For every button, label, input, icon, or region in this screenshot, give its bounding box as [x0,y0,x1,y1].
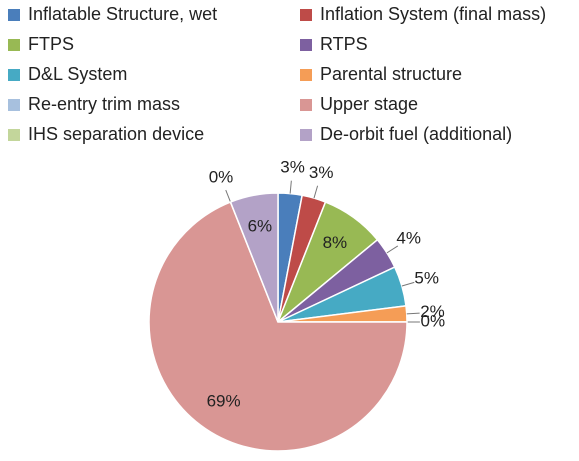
legend-label: FTPS [28,34,74,54]
legend-label: Parental structure [320,64,462,84]
legend-label: D&L System [28,64,127,84]
leader-line [313,185,319,199]
legend-swatch [8,39,20,51]
leader-line [401,281,415,287]
legend-swatch [8,99,20,111]
legend-label: Upper stage [320,94,418,114]
legend-label: Re-entry trim mass [28,94,180,114]
data-label: 3% [280,157,305,176]
pie-slice [229,192,279,323]
leader-line [386,245,399,254]
leader-line [289,180,292,194]
data-label: 0% [209,168,234,187]
legend-swatch [300,69,312,81]
data-label: 8% [323,233,348,252]
legend-label: IHS separation device [28,124,204,144]
data-label: 6% [248,216,273,235]
data-label: 5% [414,268,439,287]
legend-label: Inflation System (final mass) [320,4,546,24]
legend-swatch [300,39,312,51]
data-label: 2% [420,302,445,321]
legend-label: De-orbit fuel (additional) [320,124,512,144]
data-label: 3% [309,163,334,182]
data-label: 4% [396,229,421,248]
legend-swatch [8,129,20,141]
leader-line [225,189,231,203]
data-label: 0% [421,311,446,330]
legend-swatch [300,99,312,111]
legend-swatch [8,9,20,21]
legend-swatch [8,69,20,81]
legend-swatch [300,9,312,21]
legend-label: Inflatable Structure, wet [28,4,217,24]
data-label: 69% [207,392,241,411]
leader-line [406,312,420,315]
legend-label: RTPS [320,34,368,54]
legend-swatch [300,129,312,141]
pie-slice [148,201,408,452]
